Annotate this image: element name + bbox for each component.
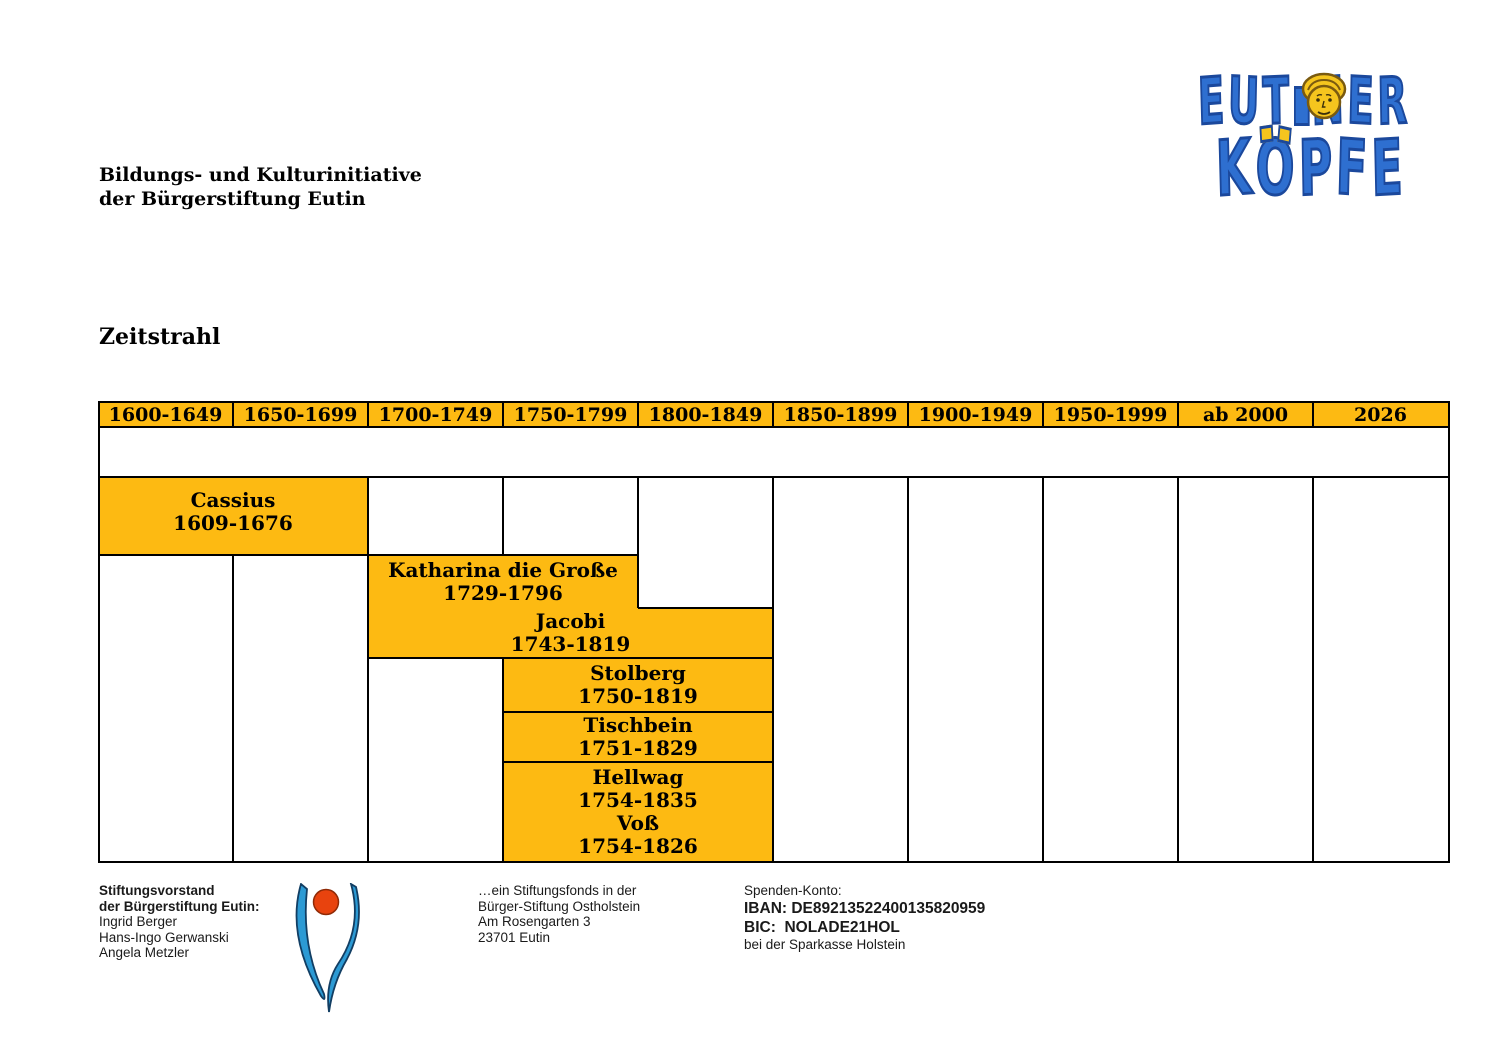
timeline-bar-katharina: Katharina die Große 1729-1796 bbox=[368, 555, 638, 608]
buergerstiftung-logo bbox=[295, 883, 360, 1013]
table-line bbox=[98, 401, 100, 863]
table-line bbox=[1312, 402, 1314, 427]
bar-name: Jacobi bbox=[535, 609, 606, 633]
timeline-bar-hellwag-voss: Hellwag 1754-1835 Voß 1754-1826 bbox=[503, 762, 773, 862]
head-icon bbox=[1301, 72, 1347, 120]
table-line bbox=[502, 476, 504, 555]
column-header: 1800-1849 bbox=[648, 403, 763, 426]
bar-name: Stolberg bbox=[590, 661, 686, 685]
table-line bbox=[638, 607, 773, 609]
board-member: Angela Metzler bbox=[99, 945, 190, 960]
table-line bbox=[637, 402, 639, 427]
board-title-line2: der Bürgerstiftung Eutin: bbox=[99, 898, 260, 914]
timeline-bar-stolberg: Stolberg 1750-1819 bbox=[503, 658, 773, 712]
table-line bbox=[367, 476, 369, 862]
bar-name: Katharina die Große bbox=[388, 557, 618, 582]
bar-name: Hellwag bbox=[592, 765, 684, 789]
table-line bbox=[98, 861, 1450, 863]
column-header: 1900-1949 bbox=[918, 403, 1033, 426]
footer-fund-block: …ein Stiftungsfonds in der Bürger-Stiftu… bbox=[478, 883, 640, 945]
timeline-bar-cassius: Cassius 1609-1676 bbox=[98, 477, 368, 555]
timeline-bar-jacobi: Jacobi 1743-1819 bbox=[368, 608, 773, 658]
bar-years: 1609-1676 bbox=[173, 511, 293, 535]
bic-value: BIC: NOLADE21HOL bbox=[744, 918, 900, 936]
column-header: 1750-1799 bbox=[513, 403, 628, 426]
fund-line: Am Rosengarten 3 bbox=[478, 914, 591, 929]
board-member: Hans-Ingo Gerwanski bbox=[99, 929, 229, 945]
table-line bbox=[503, 761, 773, 763]
table-line bbox=[1448, 401, 1450, 863]
page-title: Zeitstrahl bbox=[99, 324, 221, 350]
table-line bbox=[1177, 476, 1179, 862]
table-line bbox=[907, 402, 909, 427]
table-line bbox=[502, 657, 504, 862]
donation-label: Spenden-Konto: bbox=[744, 883, 842, 898]
fund-line: …ein Stiftungsfonds in der bbox=[478, 883, 637, 898]
bar-name: Cassius bbox=[190, 488, 276, 512]
table-line bbox=[772, 476, 774, 862]
column-header: 1850-1899 bbox=[783, 403, 898, 426]
fund-line: 23701 Eutin bbox=[478, 929, 551, 945]
table-line bbox=[367, 402, 369, 427]
bar-years: 1743-1819 bbox=[510, 632, 631, 656]
board-member: Ingrid Berger bbox=[99, 914, 178, 929]
bar-years: 1729-1796 bbox=[443, 580, 563, 605]
table-line bbox=[232, 402, 234, 427]
org-title: Bildungs- und Kulturinitiative der Bürge… bbox=[99, 163, 422, 211]
table-line bbox=[1042, 476, 1044, 862]
bar-years: 1754-1835 bbox=[578, 788, 698, 812]
table-line bbox=[1042, 402, 1044, 427]
bar-name: Tischbein bbox=[583, 713, 693, 737]
bar-years: 1750-1819 bbox=[578, 684, 698, 708]
footer-board-block: Stiftungsvorstand der Bürgerstiftung Eut… bbox=[99, 883, 260, 961]
timeline-bar-tischbein: Tischbein 1751-1829 bbox=[503, 712, 773, 762]
iban-value: IBAN: DE89213522400135820959 bbox=[744, 899, 986, 917]
bar-years: 1754-1826 bbox=[578, 834, 698, 858]
org-title-line1: Bildungs- und Kulturinitiative bbox=[99, 164, 422, 186]
table-line bbox=[772, 402, 774, 427]
org-title-line2: der Bürgerstiftung Eutin bbox=[99, 188, 366, 210]
logo-word-koepfe: KO PFE bbox=[1214, 120, 1409, 214]
table-line bbox=[637, 476, 639, 608]
table-line bbox=[502, 402, 504, 427]
table-line bbox=[907, 476, 909, 862]
fund-line: Bürger-Stiftung Ostholstein bbox=[478, 898, 641, 914]
column-header: ab 2000 bbox=[1202, 403, 1289, 426]
column-header: 1950-1999 bbox=[1053, 403, 1168, 426]
table-line bbox=[503, 711, 773, 713]
bar-years: 1751-1829 bbox=[578, 736, 698, 760]
table-line bbox=[98, 401, 1450, 403]
column-header: 1600-1649 bbox=[108, 403, 223, 426]
table-line bbox=[1312, 476, 1314, 862]
table-line bbox=[98, 426, 1450, 428]
footer-donation-block: Spenden-Konto: IBAN: DE89213522400135820… bbox=[744, 883, 985, 952]
column-header: 1700-1749 bbox=[378, 403, 493, 426]
bar-name: Voß bbox=[616, 811, 660, 835]
table-line bbox=[98, 476, 1450, 478]
table-line bbox=[368, 657, 773, 659]
bank-name: bei der Sparkasse Holstein bbox=[744, 936, 906, 952]
column-header: 2026 bbox=[1354, 403, 1407, 426]
board-title-line1: Stiftungsvorstand bbox=[99, 883, 215, 898]
table-line bbox=[1177, 402, 1179, 427]
column-header: 1650-1699 bbox=[243, 403, 358, 426]
table-line bbox=[232, 554, 234, 862]
